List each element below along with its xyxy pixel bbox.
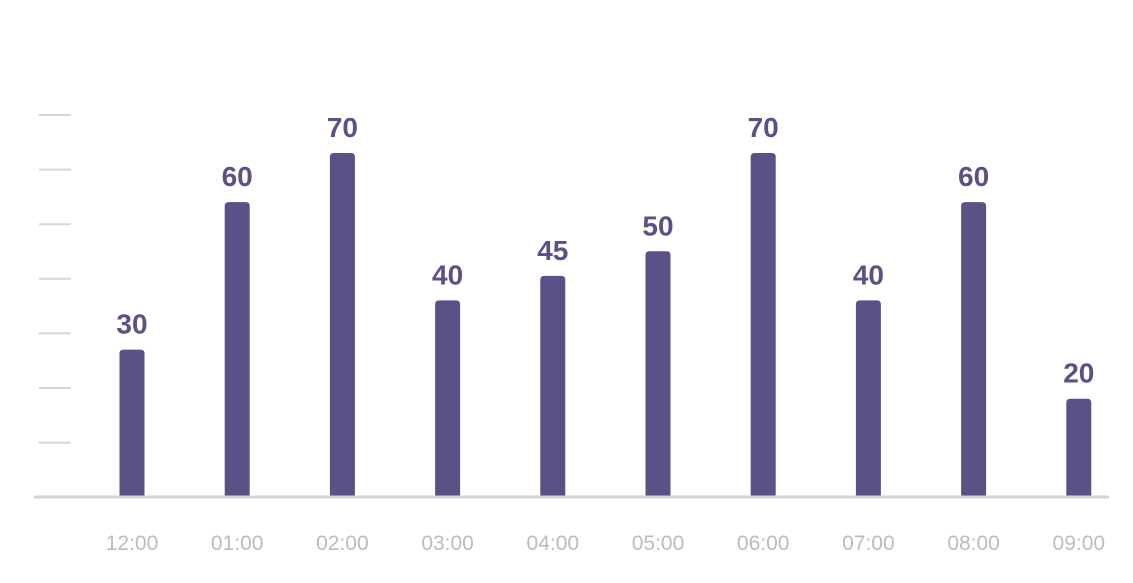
x-tick-label: 08:00 [947, 532, 1000, 555]
x-tick-label: 12:00 [106, 532, 159, 555]
x-tick-label: 09:00 [1053, 532, 1106, 555]
y-axis-tick-marks [39, 114, 71, 444]
data-labels: 30 60 70 40 45 50 70 40 60 20 [116, 112, 1094, 389]
bar-1200 [119, 349, 145, 497]
x-tick-label: 02:00 [316, 532, 369, 555]
bar-0100 [224, 202, 250, 497]
data-label: 20 [1063, 358, 1094, 389]
bar-0400 [540, 275, 566, 497]
data-label: 40 [853, 259, 884, 290]
bar-0200 [329, 153, 355, 497]
data-label: 45 [537, 235, 568, 266]
bar-0800 [961, 202, 987, 497]
data-label: 60 [222, 161, 253, 192]
x-tick-label: 03:00 [421, 532, 474, 555]
data-label: 40 [432, 259, 463, 290]
bar-0500 [645, 251, 671, 497]
bar-0300 [435, 300, 461, 497]
bar-0700 [855, 300, 881, 497]
x-tick-label: 04:00 [527, 532, 580, 555]
x-axis-tick-labels: 12:00 01:00 02:00 03:00 04:00 05:00 06:00 07:00… [106, 532, 1105, 555]
bars [119, 153, 1092, 497]
x-tick-label: 06:00 [737, 532, 790, 555]
x-tick-label: 01:00 [211, 532, 264, 555]
data-label: 50 [642, 210, 673, 241]
bar-0900 [1066, 398, 1092, 497]
bar-0600 [750, 153, 776, 497]
data-label: 70 [748, 112, 779, 143]
data-label: 70 [327, 112, 358, 143]
data-label: 60 [958, 161, 989, 192]
data-label: 30 [116, 309, 147, 340]
x-tick-label: 05:00 [632, 532, 685, 555]
x-tick-label: 07:00 [842, 532, 895, 555]
